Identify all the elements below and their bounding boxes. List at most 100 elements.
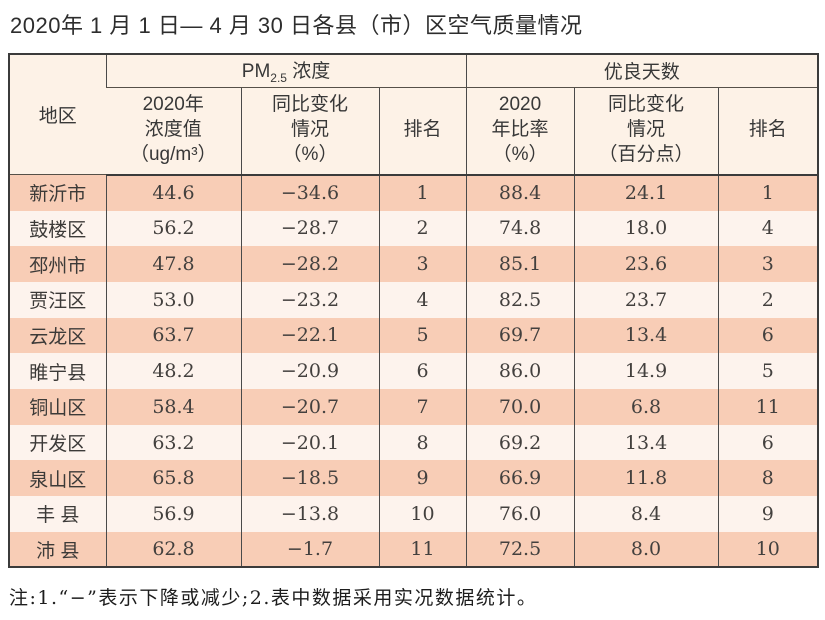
cell-region: 贾汪区	[29, 291, 87, 313]
cell-pm-value: 53.0	[105, 281, 241, 318]
cell-pm-change: −34.6	[240, 174, 379, 211]
pm-label: PM	[241, 61, 271, 83]
cell-good-rank: 11	[717, 388, 819, 425]
cell-good-rate: 69.2	[465, 424, 575, 461]
cell-pm-change: −20.1	[240, 424, 379, 461]
cell-good-rank: 8	[717, 460, 819, 497]
cell-pm-value: 56.2	[105, 210, 241, 247]
cell-good-rate: 88.4	[465, 174, 575, 211]
cell-region: 泉山区	[29, 469, 87, 491]
cell-pm-change: −20.9	[240, 353, 379, 389]
header-group-row: 地区 PM2.5 浓度 优良天数	[9, 54, 819, 176]
table-row: 贾汪区 53.0 −23.2 4 82.5 23.7 2	[9, 281, 819, 318]
cell-good-rank: 6	[717, 317, 819, 354]
cell-region: 开发区	[29, 434, 87, 456]
cell-good-change: 13.4	[573, 317, 719, 354]
pm-label-suffix: 浓度	[286, 61, 331, 83]
page-title: 2020年 1 月 1 日— 4 月 30 日各县（市）区空气质量情况	[10, 13, 583, 38]
cell-good-change: 6.8	[573, 388, 719, 425]
header-sub-row: 2020年 浓度值 （ug/m³） 同比变化 情况 （%） 排名 2020 年比…	[9, 87, 819, 176]
cell-region: 云龙区	[29, 326, 87, 348]
cell-pm-change: −28.7	[240, 210, 379, 247]
cell-pm-rank: 10	[378, 496, 467, 532]
cell-pm-rank: 11	[378, 531, 467, 568]
cell-pm-value: 58.4	[105, 388, 241, 425]
cell-good-rank: 4	[717, 210, 819, 247]
cell-pm-change: −1.7	[240, 531, 379, 568]
cell-pm-value: 44.6	[105, 174, 241, 211]
cell-region: 铜山区	[29, 398, 87, 420]
cell-good-change: 13.4	[573, 424, 719, 461]
table-row: 邳州市 47.8 −28.2 3 85.1 23.6 3	[9, 246, 819, 282]
header-good-rank: 排名	[717, 87, 819, 176]
cell-good-change: 8.0	[573, 531, 719, 568]
cell-region: 沛 县	[36, 540, 80, 562]
cell-pm-rank: 1	[378, 174, 467, 211]
cell-pm-change: −22.1	[240, 317, 379, 354]
cell-good-change: 8.4	[573, 496, 719, 532]
cell-good-rate: 85.1	[465, 246, 575, 282]
table-row: 铜山区 58.4 −20.7 7 70.0 6.8 11	[9, 388, 819, 425]
cell-good-rate: 74.8	[465, 210, 575, 247]
cell-good-rank: 2	[717, 281, 819, 318]
cell-pm-rank: 2	[378, 210, 467, 247]
cell-region: 鼓楼区	[29, 219, 87, 241]
table-row: 云龙区 63.7 −22.1 5 69.7 13.4 6	[9, 317, 819, 354]
table-row: 泉山区 65.8 −18.5 9 66.9 11.8 8	[9, 460, 819, 497]
cell-pm-change: −23.2	[240, 281, 379, 318]
cell-good-change: 18.0	[573, 210, 719, 247]
header-pm-group: PM2.5 浓度	[105, 54, 467, 88]
table-row: 新沂市 44.6 −34.6 1 88.4 24.1 1	[9, 174, 819, 211]
cell-good-rank: 10	[717, 531, 819, 568]
cell-pm-value: 63.2	[105, 424, 241, 461]
cell-pm-rank: 9	[378, 460, 467, 497]
cell-region: 新沂市	[29, 184, 87, 206]
table-header: 地区 PM2.5 浓度 优良天数 2020年 浓度值 （ug/m³） 同比变化 …	[9, 54, 819, 176]
cell-pm-rank: 4	[378, 281, 467, 318]
table-row: 丰 县 56.9 −13.8 10 76.0 8.4 9	[9, 496, 819, 532]
table-row: 开发区 63.2 −20.1 8 69.2 13.4 6	[9, 424, 819, 461]
header-good-change: 同比变化 情况 （百分点）	[573, 87, 719, 176]
cell-pm-value: 48.2	[105, 353, 241, 389]
pm-subscript: 2.5	[270, 71, 287, 86]
table-row: 睢宁县 48.2 −20.9 6 86.0 14.9 5	[9, 353, 819, 389]
air-quality-table: 地区 PM2.5 浓度 优良天数 2020年 浓度值 （ug/m³） 同比变化 …	[8, 53, 820, 569]
cell-good-rank: 3	[717, 246, 819, 282]
cell-good-change: 14.9	[573, 353, 719, 389]
cell-pm-change: −20.7	[240, 388, 379, 425]
cell-region: 睢宁县	[29, 362, 87, 384]
header-pm-rank: 排名	[378, 87, 467, 176]
cell-region: 邳州市	[29, 255, 87, 277]
cell-good-change: 24.1	[573, 174, 719, 211]
cell-pm-change: −28.2	[240, 246, 379, 282]
cell-good-rate: 86.0	[465, 353, 575, 389]
cell-pm-rank: 3	[378, 246, 467, 282]
cell-pm-value: 65.8	[105, 460, 241, 497]
cell-good-rank: 9	[717, 496, 819, 532]
cell-pm-value: 63.7	[105, 317, 241, 354]
cell-good-rate: 69.7	[465, 317, 575, 354]
cell-pm-change: −18.5	[240, 460, 379, 497]
table-row: 沛 县 62.8 −1.7 11 72.5 8.0 10	[9, 531, 819, 568]
header-region: 地区	[9, 54, 106, 176]
header-good-days-group: 优良天数	[465, 54, 819, 88]
cell-pm-rank: 8	[378, 424, 467, 461]
cell-good-rate: 72.5	[465, 531, 575, 568]
cell-good-rate: 82.5	[465, 281, 575, 318]
header-pm-value: 2020年 浓度值 （ug/m³）	[106, 87, 241, 176]
cell-good-rank: 6	[717, 424, 819, 461]
cell-good-change: 23.6	[573, 246, 719, 282]
table-body: 新沂市 44.6 −34.6 1 88.4 24.1 1 鼓楼区 56.2 −2…	[9, 174, 819, 568]
cell-good-rank: 5	[717, 353, 819, 389]
table-row: 鼓楼区 56.2 −28.7 2 74.8 18.0 4	[9, 210, 819, 247]
cell-pm-rank: 6	[378, 353, 467, 389]
cell-pm-value: 47.8	[105, 246, 241, 282]
header-good-rate: 2020 年比率 （%）	[465, 87, 575, 176]
cell-good-rate: 66.9	[465, 460, 575, 497]
cell-region: 丰 县	[36, 505, 80, 527]
cell-good-rate: 70.0	[465, 388, 575, 425]
cell-pm-value: 62.8	[105, 531, 241, 568]
cell-good-change: 11.8	[573, 460, 719, 497]
cell-good-rank: 1	[717, 174, 819, 211]
